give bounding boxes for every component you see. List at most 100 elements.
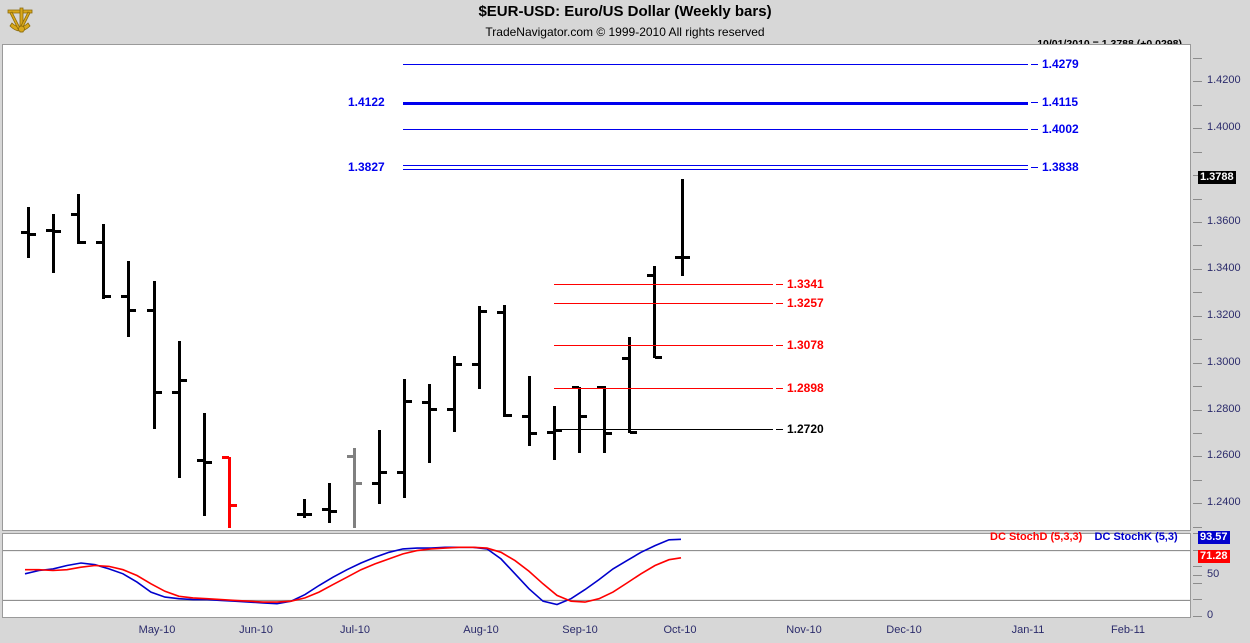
last-price-badge: 1.3788 [1198, 171, 1236, 185]
price-axis-minor-tick [1193, 292, 1202, 294]
price-axis-label: 1.4200 [1207, 74, 1241, 87]
reference-line[interactable] [403, 165, 1028, 167]
date-axis-label: Aug-10 [463, 624, 499, 636]
bar-close-tick [104, 294, 111, 298]
reference-line-tick [776, 345, 783, 347]
bar-range [578, 387, 581, 453]
bar-close-tick [230, 503, 237, 507]
stochastic-axis-tick [1193, 582, 1202, 584]
date-axis-label: Oct-10 [663, 624, 697, 636]
price-axis-tick [1193, 128, 1202, 130]
price-axis-tick [1193, 409, 1202, 411]
price-axis-tick [1193, 362, 1202, 364]
reference-line-tick [1031, 128, 1038, 130]
bar-close-tick [54, 230, 61, 234]
bar-range [503, 305, 506, 418]
bar-range [653, 265, 656, 359]
bar-range [52, 213, 55, 274]
reference-line[interactable] [554, 303, 773, 305]
date-axis-label: Jun-10 [239, 624, 273, 636]
bar-close-tick [605, 431, 612, 435]
stochastic-axis-tick [1193, 574, 1202, 576]
bar-open-tick [222, 456, 229, 460]
bar-close-tick [630, 430, 637, 434]
reference-line[interactable] [403, 169, 1028, 171]
reference-line-label-left: 1.3827 [348, 160, 385, 175]
price-axis-label: 1.3600 [1207, 215, 1241, 228]
price-axis-minor-tick [1193, 432, 1202, 434]
price-axis-tick [1193, 222, 1202, 224]
price-axis-minor-tick [1193, 339, 1202, 341]
bar-range [102, 224, 105, 299]
stochastic-axis-tick [1193, 616, 1202, 617]
bar-open-tick [147, 308, 154, 312]
bar-close-tick [455, 362, 462, 366]
bar-close-tick [380, 470, 387, 474]
bar-range [378, 429, 381, 505]
bar-open-tick [497, 311, 504, 315]
reference-line-label-left: 1.4122 [348, 95, 385, 110]
price-chart-panel[interactable]: 1.4279 1.4115 1.4122 1.4002 1.3838 1.3827 1.33… [2, 44, 1191, 569]
bar-close-tick [205, 461, 212, 465]
reference-line[interactable] [403, 128, 1028, 130]
price-axis-tick [1193, 315, 1202, 317]
price-axis[interactable]: 1.4200 1.4000 1.3600 1.3400 1.3200 1.3000 1.28… [1193, 44, 1250, 531]
bar-range [127, 261, 130, 338]
price-axis-minor-tick [1193, 104, 1202, 106]
reference-line[interactable] [554, 283, 773, 285]
reference-line-tick [776, 387, 783, 389]
page-title: $EUR-USD: Euro/US Dollar (Weekly bars) [478, 3, 772, 20]
bar-range [428, 384, 431, 463]
reference-line[interactable] [403, 63, 1028, 65]
stochd-legend-label: DC StochD (5,3,3) [990, 531, 1083, 543]
price-axis-tick [1193, 268, 1202, 270]
bar-range [353, 447, 356, 528]
bar-close-tick [580, 414, 587, 418]
reference-line[interactable] [554, 429, 773, 431]
price-axis-label: 1.3200 [1207, 308, 1241, 321]
price-axis-minor-tick [1193, 386, 1202, 388]
bar-open-tick [297, 512, 304, 516]
stochastic-axis[interactable]: 50 0 93.57 71.28 [1193, 531, 1250, 621]
price-axis-minor-tick [1193, 175, 1202, 177]
bar-range [553, 405, 556, 460]
stochk-legend-label: DC StochK (5,3) [1094, 531, 1178, 543]
stochastic-panel[interactable] [2, 533, 1191, 618]
stochastic-axis-tick [1193, 533, 1202, 534]
price-axis-label: 1.2600 [1207, 449, 1241, 462]
bar-open-tick [675, 256, 682, 260]
price-axis-minor-tick [1193, 245, 1202, 247]
bar-open-tick [472, 362, 479, 366]
price-axis-minor-tick [1193, 58, 1202, 60]
price-axis-label: 1.4000 [1207, 121, 1241, 134]
date-axis[interactable]: May-10 Jun-10 Jul-10 Aug-10 Sep-10 Oct-10 Nov-… [2, 619, 1250, 643]
date-axis-label: May-10 [138, 624, 176, 636]
stochk-value-badge: 93.57 [1198, 531, 1230, 545]
bar-open-tick [71, 212, 78, 216]
reference-line-label-right: 1.4002 [1042, 121, 1079, 136]
reference-line[interactable] [554, 387, 773, 389]
bar-open-tick [347, 455, 354, 459]
bar-range [453, 356, 456, 432]
bar-close-tick [555, 429, 562, 433]
bar-range [27, 207, 30, 259]
reference-line[interactable] [554, 345, 773, 347]
price-axis-label: 1.3400 [1207, 261, 1241, 274]
bar-open-tick [372, 482, 379, 486]
bar-open-tick [96, 240, 103, 244]
sextant-logo-icon [2, 2, 40, 38]
bar-open-tick [322, 508, 329, 512]
bar-open-tick [197, 458, 204, 462]
reference-line-tick [776, 429, 783, 431]
copyright-subtitle: TradeNavigator.com © 1999-2010 All right… [485, 25, 765, 39]
price-axis-label: 1.2400 [1207, 496, 1241, 509]
stochastic-axis-tick [1193, 566, 1202, 568]
bar-open-tick [422, 400, 429, 404]
reference-line[interactable] [403, 102, 1028, 106]
reference-line-label-right: 1.2720 [787, 422, 824, 437]
stochastic-series [25, 546, 682, 603]
bar-close-tick [355, 482, 362, 486]
bar-open-tick [547, 430, 554, 434]
reference-line-label-right: 1.4115 [1042, 95, 1079, 110]
